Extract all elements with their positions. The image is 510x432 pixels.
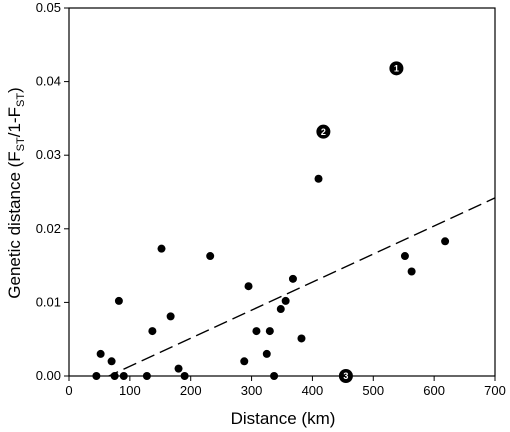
data-point — [180, 372, 189, 380]
x-tick-label: 700 — [484, 383, 506, 398]
plot-frame — [68, 7, 496, 377]
y-tick-label: 0.05 — [36, 0, 61, 15]
data-point — [441, 237, 450, 246]
y-tick-label: 0.02 — [36, 221, 61, 236]
x-tick-label: 0 — [65, 383, 72, 398]
data-point — [92, 372, 101, 380]
y-axis-title-prefix: Genetic distance (F — [5, 151, 24, 298]
x-tick-label: 600 — [423, 383, 445, 398]
data-point — [281, 296, 290, 305]
data-point — [270, 372, 279, 380]
labeled-point — [316, 124, 331, 139]
labeled-point-number: 3 — [343, 371, 348, 381]
y-axis-title-sub2: ST — [15, 93, 27, 107]
data-point — [107, 357, 116, 366]
x-tick-label: 400 — [302, 383, 324, 398]
data-point — [276, 305, 285, 314]
data-point — [240, 357, 249, 366]
data-points — [92, 174, 450, 380]
labeled-point-number: 1 — [394, 64, 399, 74]
y-axis-title-middle: /1-F — [5, 107, 24, 137]
axes — [68, 7, 496, 377]
data-point — [142, 372, 151, 380]
data-point — [297, 334, 306, 343]
trendline — [107, 197, 495, 376]
data-point — [407, 267, 416, 276]
data-point — [157, 244, 166, 253]
y-tick-label: 0.04 — [36, 74, 61, 89]
labeled-point-number: 2 — [321, 127, 326, 137]
y-axis-title-suffix: ) — [5, 87, 24, 93]
x-tick-label: 100 — [119, 383, 141, 398]
data-point — [244, 282, 253, 291]
data-point — [114, 296, 123, 305]
x-tick-label: 300 — [241, 383, 263, 398]
x-tick-label: 500 — [362, 383, 384, 398]
y-tick-label: 0.03 — [36, 147, 61, 162]
data-point — [174, 364, 183, 373]
data-point — [166, 312, 175, 321]
data-point — [148, 327, 157, 336]
y-axis-title-sub1: ST — [15, 137, 27, 151]
data-point — [265, 327, 274, 336]
y-axis-title: Genetic distance (FST/1-FST) — [5, 87, 27, 298]
data-point — [206, 252, 215, 261]
x-axis-title: Distance (km) — [231, 409, 336, 428]
ticks: 0 100 200 300 400 500 600 700 0.00 0.01 0.02 0.03 0.… — [36, 0, 506, 398]
y-tick-label: 0.00 — [36, 368, 61, 383]
data-point — [262, 349, 271, 358]
x-tick-label: 200 — [180, 383, 202, 398]
data-point — [400, 252, 409, 261]
labeled-point — [389, 61, 404, 76]
data-point — [110, 372, 119, 380]
data-point — [252, 327, 261, 336]
y-tick-label: 0.01 — [36, 294, 61, 309]
data-point — [314, 174, 323, 183]
labeled-points: 1 2 3 — [316, 61, 404, 383]
data-point — [119, 372, 128, 380]
trendline-group — [107, 197, 495, 376]
labeled-point — [338, 369, 353, 383]
data-point — [288, 274, 297, 283]
data-point — [96, 349, 105, 358]
